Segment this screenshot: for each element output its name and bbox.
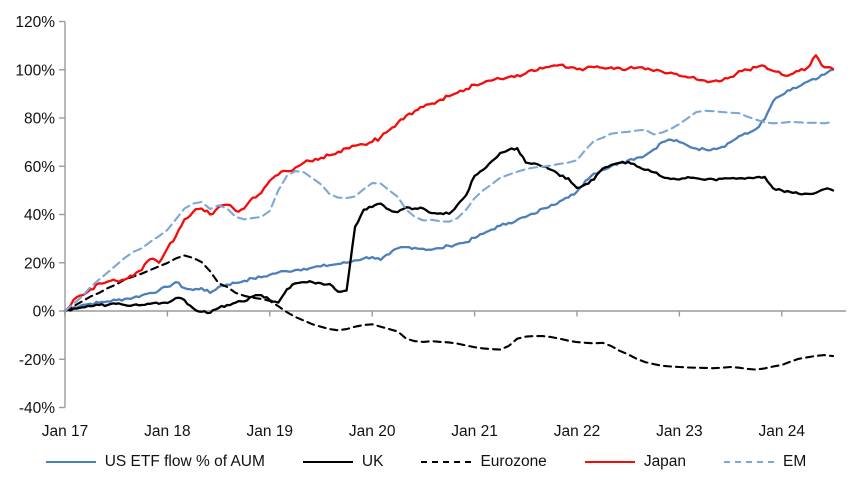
legend-item-japan: Japan	[584, 453, 687, 471]
series-line-japan	[63, 54, 835, 313]
solid-line-swatch-icon	[302, 461, 353, 463]
y-tick-label: 20%	[24, 255, 55, 272]
legend-label: EM	[783, 453, 807, 470]
y-tick-label: 0%	[33, 304, 56, 321]
y-tick-label: 120%	[15, 14, 55, 31]
series-line-us-etf-flow-of-aum	[63, 68, 835, 313]
legend-item-uk: UK	[302, 453, 384, 471]
legend-item-eurozone: Eurozone	[421, 453, 547, 471]
x-tick-label: Jan 17	[42, 423, 89, 440]
legend-label: UK	[361, 453, 384, 470]
legend-label: US ETF flow % of AUM	[104, 453, 265, 470]
y-tick-label: -20%	[19, 352, 55, 369]
solid-line-swatch-icon	[45, 461, 96, 463]
x-tick-label: Jan 21	[451, 423, 498, 440]
y-tick-label: 60%	[24, 159, 55, 176]
dashed-line-swatch-icon	[724, 461, 775, 463]
x-tick-label: Jan 24	[758, 423, 805, 440]
x-tick-label: Jan 18	[144, 423, 191, 440]
legend-label: Eurozone	[480, 453, 547, 470]
y-tick-label: -40%	[19, 400, 55, 417]
x-tick-label: Jan 23	[656, 423, 703, 440]
dashed-line-swatch-icon	[421, 461, 472, 463]
series-line-uk	[63, 147, 835, 315]
y-tick-label: 100%	[15, 62, 55, 79]
legend-item-em: EM	[724, 453, 806, 471]
series-line-em	[63, 109, 835, 313]
x-tick-label: Jan 20	[349, 423, 396, 440]
y-tick-label: 40%	[24, 207, 55, 224]
solid-line-swatch-icon	[584, 461, 635, 463]
x-tick-label: Jan 19	[247, 423, 294, 440]
series-line-eurozone	[63, 254, 835, 371]
legend-item-us-etf-flow-of-aum: US ETF flow % of AUM	[45, 453, 265, 471]
x-tick-label: Jan 22	[554, 423, 601, 440]
legend-label: Japan	[643, 453, 687, 470]
y-tick-label: 80%	[24, 111, 55, 128]
chart-legend: US ETF flow % of AUM UK Eurozone Japan EM	[0, 453, 852, 471]
